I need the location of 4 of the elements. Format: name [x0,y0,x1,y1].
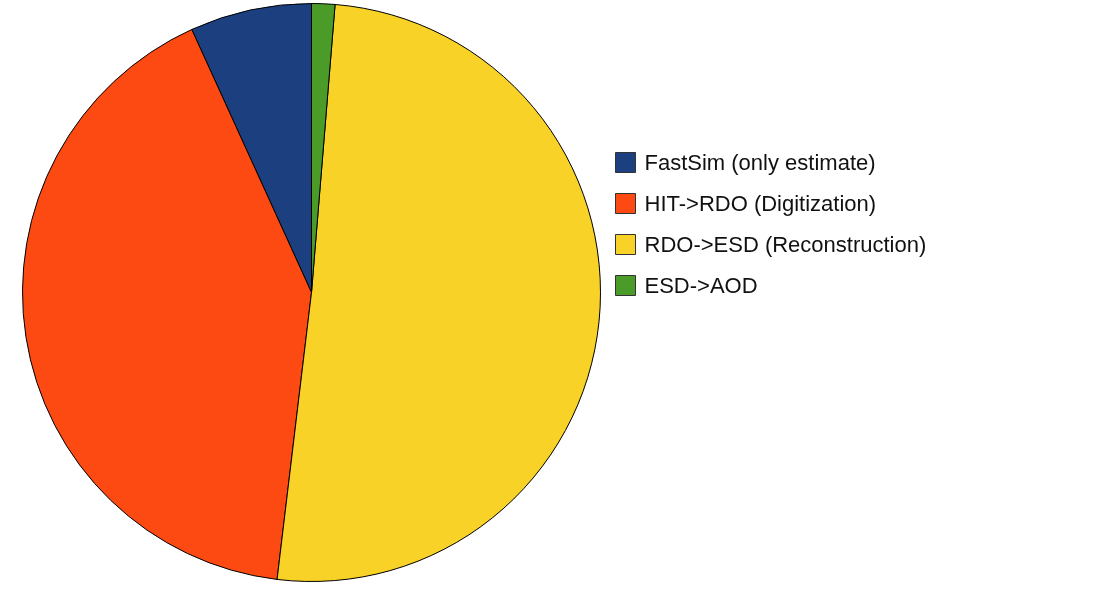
legend-label: ESD->AOD [644,273,758,298]
legend-label: HIT->RDO (Digitization) [644,191,877,216]
legend-label: RDO->ESD (Reconstruction) [644,232,927,257]
legend-label: FastSim (only estimate) [644,150,876,175]
